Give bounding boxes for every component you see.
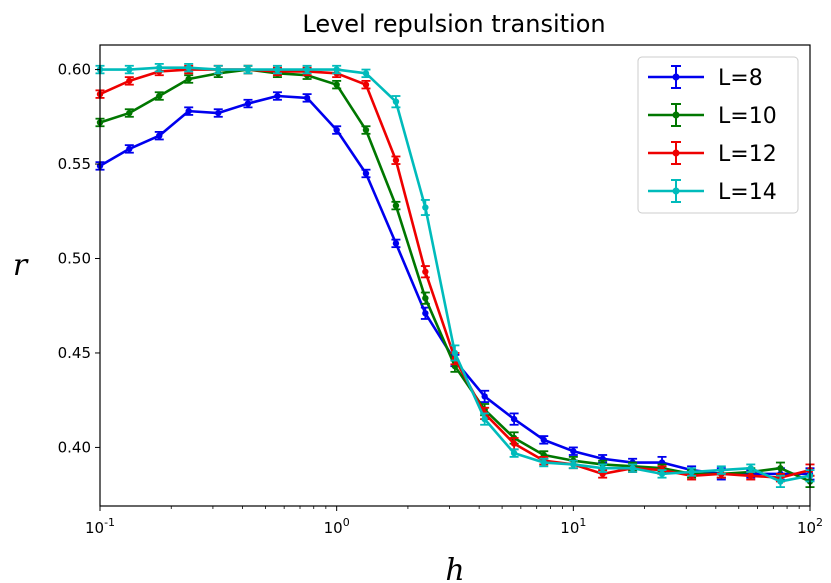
x-tick-exponent: 1 (579, 516, 586, 529)
data-point (392, 240, 400, 247)
data-point (185, 107, 192, 115)
legend-label: L=12 (718, 142, 777, 167)
data-point (510, 440, 518, 447)
legend-entry: L=12 (648, 141, 777, 167)
legend: L=8 L=10 L=12 L=14 (637, 56, 799, 214)
x-tick-base: 10 (324, 519, 343, 537)
y-tick-label: 0.60 (58, 61, 91, 79)
x-tick-label: 10-1 (85, 516, 115, 537)
data-point (392, 98, 400, 105)
data-point (688, 468, 695, 476)
x-tick-label: 100 (324, 516, 350, 537)
data-point (747, 465, 754, 472)
data-point (747, 472, 754, 479)
legend-entry: L=14 (648, 179, 777, 205)
legend-marker (672, 111, 680, 119)
plot-frame (99, 44, 811, 507)
data-point (422, 294, 429, 302)
data-point (570, 448, 577, 455)
data-point (362, 126, 370, 134)
data-point (126, 66, 133, 73)
legend-label: L=10 (718, 104, 777, 129)
x-tick-exponent: 0 (343, 516, 350, 529)
data-point (362, 81, 370, 88)
legend-marker (672, 187, 680, 195)
data-point (244, 66, 252, 73)
data-point (274, 92, 281, 100)
legend-marker (672, 149, 680, 157)
legend-label: L=14 (718, 180, 777, 205)
data-point (156, 132, 163, 139)
data-point (570, 461, 577, 468)
data-point (333, 81, 340, 88)
data-point (333, 126, 340, 134)
data-point (510, 415, 518, 423)
series-L=14 (95, 62, 815, 489)
data-point (126, 77, 133, 85)
data-point (629, 465, 636, 472)
data-point (777, 478, 784, 485)
data-point (156, 92, 163, 100)
data-point (215, 109, 222, 117)
y-tick-label: 0.45 (58, 344, 91, 362)
legend-marker (672, 73, 680, 81)
data-point (777, 465, 784, 472)
data-point (392, 157, 400, 164)
data-point (126, 109, 133, 117)
data-point (451, 349, 459, 357)
data-point (718, 466, 725, 474)
y-tick-label: 0.50 (58, 249, 91, 267)
data-point (126, 145, 133, 153)
y-tick-label: 0.55 (58, 155, 91, 173)
x-tick-base: 10 (560, 519, 579, 537)
y-tick-label: 0.40 (58, 438, 91, 456)
x-axis-label: h (445, 553, 464, 583)
data-point (303, 94, 311, 102)
data-point (362, 70, 370, 77)
data-point (333, 66, 340, 73)
data-point (362, 170, 370, 177)
data-point (215, 66, 222, 73)
data-point (185, 75, 192, 83)
plot-area (95, 62, 815, 489)
legend-label: L=8 (718, 66, 763, 91)
data-point (658, 470, 666, 478)
data-point (540, 436, 547, 444)
data-point (185, 64, 192, 71)
x-tick-label: 102 (797, 516, 823, 537)
data-point (156, 64, 163, 71)
x-tick-base: 10 (797, 519, 816, 537)
x-axis: 10-1 100 101 102 (85, 506, 823, 537)
data-point (481, 415, 488, 423)
x-tick-exponent: -1 (104, 516, 115, 529)
legend-entry: L=8 (648, 65, 763, 91)
data-point (274, 66, 281, 73)
data-point (303, 66, 311, 73)
data-point (481, 393, 488, 400)
data-point (422, 310, 429, 317)
data-point (244, 100, 252, 107)
data-point (510, 449, 518, 457)
data-point (422, 204, 429, 211)
data-point (422, 268, 429, 275)
x-tick-base: 10 (85, 519, 104, 537)
legend-entry: L=10 (648, 103, 777, 129)
data-point (392, 202, 400, 209)
x-tick-exponent: 2 (816, 516, 823, 529)
y-axis: 0.40 0.45 0.50 0.55 0.60 (58, 61, 100, 456)
data-point (540, 459, 547, 466)
y-axis-label: r (13, 248, 29, 283)
legend-box (637, 56, 799, 214)
x-tick-label: 101 (560, 516, 586, 537)
chart-title: Level repulsion transition (302, 10, 605, 38)
data-point (599, 465, 606, 472)
